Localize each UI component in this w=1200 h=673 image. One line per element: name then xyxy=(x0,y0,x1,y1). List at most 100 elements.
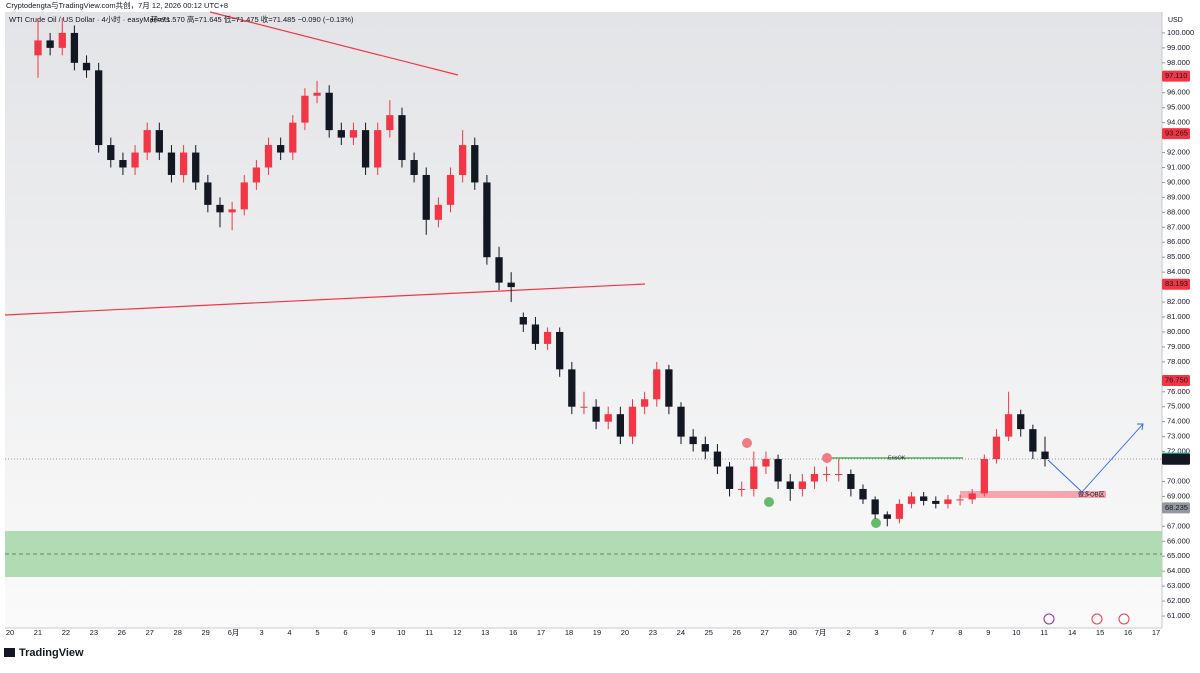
event-icon[interactable] xyxy=(1043,613,1055,625)
candle-body xyxy=(992,436,1001,460)
candle-body xyxy=(786,481,794,489)
candle-body xyxy=(216,204,224,213)
y-tick-label: 61.000 xyxy=(1167,611,1190,620)
candle-body xyxy=(531,324,540,344)
trendline xyxy=(209,11,459,76)
price-label-box xyxy=(1162,375,1190,387)
candle-body xyxy=(920,496,928,501)
candle-body xyxy=(725,466,734,489)
price-label: 68.235 xyxy=(1165,503,1188,512)
y-tick-label: 98.000 xyxy=(1167,58,1190,67)
x-tick-label: 24 xyxy=(677,628,685,637)
x-tick-label: 21 xyxy=(34,628,42,637)
y-tick-label: 74.000 xyxy=(1167,417,1190,426)
candle-body xyxy=(774,459,782,482)
swing-low-marker xyxy=(871,518,881,528)
candle-body xyxy=(167,152,176,175)
x-tick-label: 6 xyxy=(343,628,347,637)
candle-body xyxy=(143,130,151,153)
candle-body xyxy=(871,499,879,515)
candle-body xyxy=(131,152,139,168)
x-tick-label: 27 xyxy=(146,628,154,637)
candle-body xyxy=(495,257,503,283)
choch-label: ErisOK xyxy=(888,455,906,461)
candle-body xyxy=(556,331,564,370)
candle-body xyxy=(422,174,430,220)
candle-body xyxy=(264,145,273,168)
y-tick-label: 92.000 xyxy=(1167,148,1190,157)
candle-body xyxy=(82,62,91,71)
candle-body xyxy=(677,406,685,437)
x-tick-label: 19 xyxy=(593,628,601,637)
x-tick-label: 20 xyxy=(621,628,629,637)
candle-body xyxy=(446,174,455,205)
x-tick-label: 6 xyxy=(902,628,906,637)
x-tick-label: 17 xyxy=(537,628,545,637)
x-tick-label: 23 xyxy=(649,628,657,637)
candle-body xyxy=(483,182,491,258)
y-tick-label: 99.000 xyxy=(1167,43,1190,52)
candle-body xyxy=(1041,451,1049,460)
event-icon[interactable] xyxy=(1118,613,1130,625)
y-tick-label: 76.000 xyxy=(1167,387,1190,396)
ohlc-text: 开=71.570 高=71.645 低=71.475 收=71.485 −0.0… xyxy=(150,14,354,24)
swing-high-marker xyxy=(742,438,752,448)
y-tick-label: 69.000 xyxy=(1167,491,1190,500)
candle-body xyxy=(458,145,467,175)
candle-body xyxy=(835,474,843,475)
x-tick-label: 15 xyxy=(1096,628,1104,637)
x-tick-label: 27 xyxy=(761,628,769,637)
price-label-box xyxy=(1162,128,1190,140)
y-tick-label: 84.000 xyxy=(1167,267,1190,276)
candle-body xyxy=(410,160,418,175)
swing-low-marker xyxy=(764,497,774,507)
y-tick-label: 65.000 xyxy=(1167,551,1190,560)
candle-body xyxy=(1004,414,1013,437)
candle-body xyxy=(301,95,309,123)
ob-zone xyxy=(960,491,1106,498)
candle-body xyxy=(252,167,261,183)
candle-body xyxy=(386,115,394,131)
candle-body xyxy=(956,499,964,501)
y-tick-label: 81.000 xyxy=(1167,312,1190,321)
candle-body xyxy=(1017,414,1025,430)
candle-body xyxy=(750,466,758,489)
candle-body xyxy=(944,499,952,504)
candle-body xyxy=(640,399,649,407)
candle-body xyxy=(701,444,709,452)
x-tick-label: 25 xyxy=(705,628,713,637)
candle-body xyxy=(374,130,382,168)
x-tick-label: 10 xyxy=(1012,628,1020,637)
candle-body xyxy=(653,369,661,400)
candle-body xyxy=(932,500,940,504)
candle-body xyxy=(762,459,770,467)
candle-body xyxy=(580,406,588,408)
y-tick-label: 100.000 xyxy=(1167,28,1194,37)
candle-body xyxy=(883,514,891,519)
candle-body xyxy=(70,32,79,63)
candle-body xyxy=(471,145,479,183)
y-tick-label: 73.000 xyxy=(1167,432,1190,441)
candle-body xyxy=(568,369,576,407)
x-tick-label: 5 xyxy=(315,628,319,637)
event-icon[interactable] xyxy=(1091,613,1103,625)
price-label: 76.750 xyxy=(1165,376,1188,385)
y-tick-label: 91.000 xyxy=(1167,162,1190,171)
y-tick-label: 66.000 xyxy=(1167,536,1190,545)
candle-body xyxy=(337,130,345,138)
candle-body xyxy=(847,474,855,489)
symbol-title: WTI Crude Oil / US Dollar · 4小时 · easyMa… xyxy=(9,14,170,24)
candle-body xyxy=(798,481,806,489)
x-tick-label: 9 xyxy=(986,628,990,637)
y-tick-label: 67.000 xyxy=(1167,521,1190,530)
price-label: 97.110 xyxy=(1165,71,1187,80)
candle-body xyxy=(1029,429,1037,452)
x-tick-label: 14 xyxy=(1068,628,1076,637)
x-tick-label: 10 xyxy=(397,628,405,637)
x-tick-label: 6月 xyxy=(228,628,240,637)
y-tick-label: 62.000 xyxy=(1167,596,1190,605)
candle-body xyxy=(519,317,527,325)
candle-body xyxy=(907,496,916,504)
y-tick-label: 70.000 xyxy=(1167,476,1190,485)
x-tick-label: 7 xyxy=(930,628,934,637)
